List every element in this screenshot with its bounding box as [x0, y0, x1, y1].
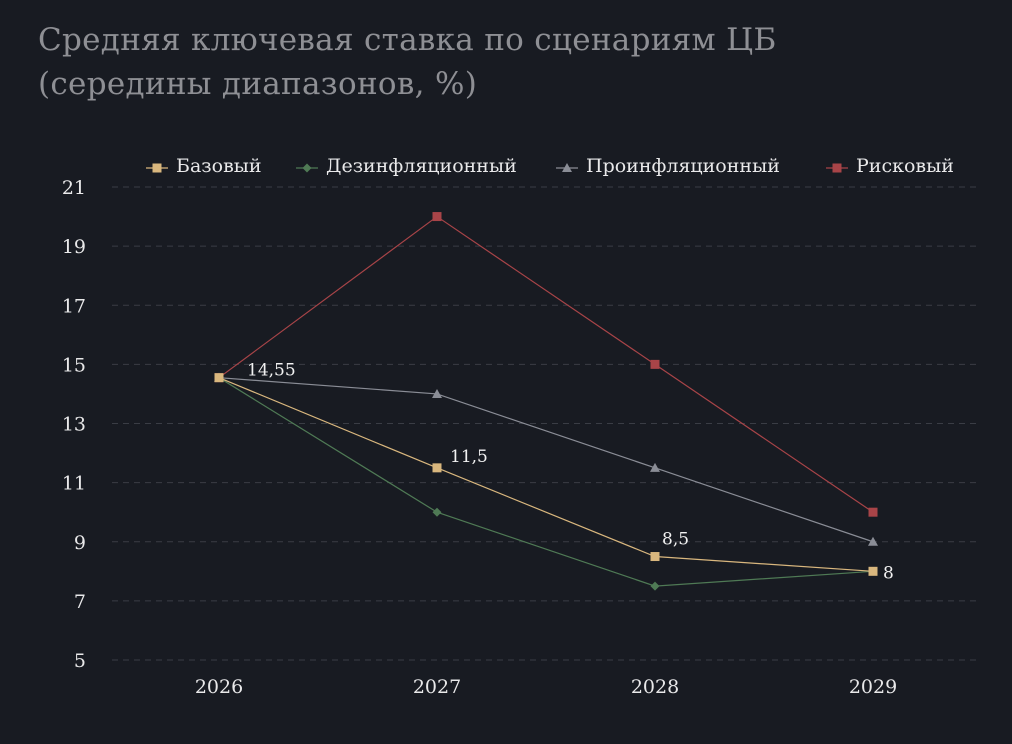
data-point — [868, 536, 878, 546]
data-labels: 14,55 11,5 8,5 8 — [247, 361, 894, 584]
y-tick-label: 21 — [62, 177, 86, 199]
data-point — [868, 566, 878, 576]
y-tick-label: 11 — [62, 473, 86, 495]
grid-lines — [112, 186, 980, 661]
data-label: 14,55 — [247, 361, 296, 381]
legend-label: Рисковый — [856, 155, 954, 177]
data-label: 11,5 — [450, 447, 488, 467]
legend-label: Базовый — [176, 155, 262, 177]
data-point — [868, 507, 878, 517]
y-axis: 5 7 9 11 13 15 17 19 21 — [62, 177, 86, 672]
data-label: 8 — [883, 563, 894, 583]
chart-title: Средняя ключевая ставка по сценариям ЦБ … — [38, 18, 988, 106]
x-tick-label: 2026 — [195, 676, 243, 698]
data-label: 8,5 — [662, 530, 689, 550]
x-axis: 2026 2027 2028 2029 — [195, 676, 897, 698]
x-tick-label: 2028 — [631, 676, 679, 698]
data-point — [214, 373, 224, 383]
series-line — [218, 215, 874, 513]
x-tick-label: 2029 — [849, 676, 897, 698]
legend-swatch-marker — [152, 163, 162, 173]
y-tick-label: 9 — [74, 532, 86, 554]
x-tick-label: 2027 — [413, 676, 461, 698]
series-line — [218, 377, 874, 543]
y-tick-label: 15 — [62, 354, 86, 376]
series-line — [218, 377, 874, 572]
data-point — [650, 462, 660, 472]
data-point — [432, 507, 442, 517]
data-point — [650, 359, 660, 369]
y-tick-label: 5 — [74, 650, 86, 672]
y-tick-label: 7 — [74, 591, 86, 613]
legend-label: Дезинфляционный — [326, 155, 517, 177]
legend-swatch-marker — [832, 163, 842, 173]
y-tick-label: 13 — [62, 414, 86, 436]
legend-swatch-marker — [302, 163, 312, 173]
legend-label: Проинфляционный — [586, 155, 780, 177]
legend: Базовый Дезинфляционный Проинфляционный Рис… — [146, 155, 954, 177]
y-tick-label: 17 — [62, 295, 86, 317]
legend-swatch-marker — [562, 163, 572, 172]
series-lines — [214, 212, 878, 591]
y-tick-label: 19 — [62, 236, 86, 258]
data-point — [650, 581, 660, 591]
data-point — [650, 552, 660, 562]
data-point — [432, 212, 442, 222]
chart-title-line2: (середины диапазонов, %) — [38, 66, 478, 102]
data-point — [432, 463, 442, 473]
data-point — [432, 388, 442, 398]
chart-title-line1: Средняя ключевая ставка по сценариям ЦБ — [38, 22, 777, 58]
series-line — [218, 377, 874, 587]
